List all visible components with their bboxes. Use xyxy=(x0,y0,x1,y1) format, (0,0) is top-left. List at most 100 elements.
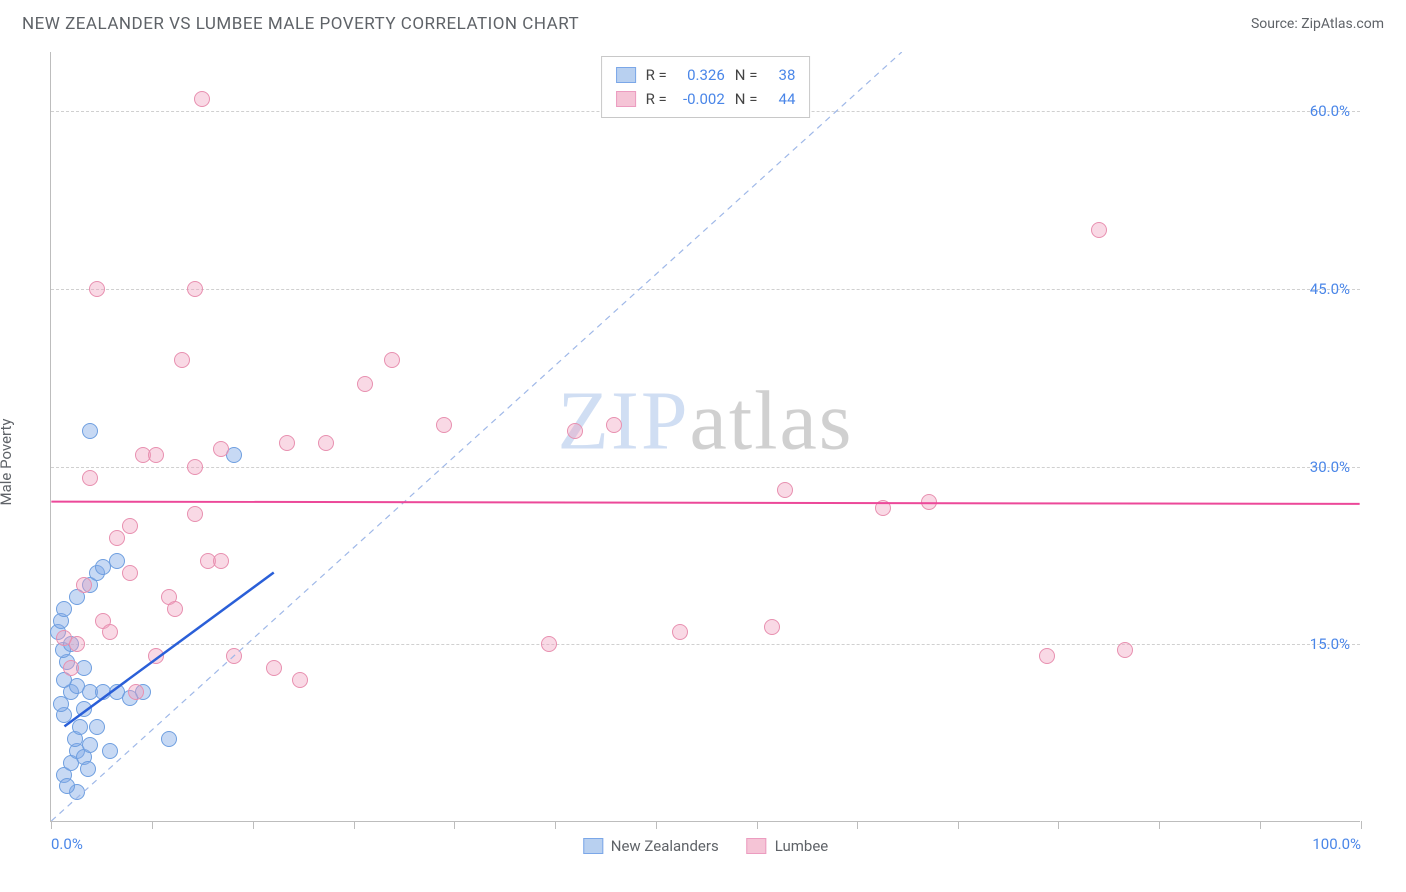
legend-swatch xyxy=(616,91,636,107)
legend-swatch xyxy=(616,67,636,83)
x-tick-label: 0.0% xyxy=(51,835,83,853)
source-attribution: Source: ZipAtlas.com xyxy=(1251,16,1384,32)
data-point xyxy=(109,553,125,569)
data-point xyxy=(174,352,190,368)
x-tick xyxy=(857,821,858,829)
legend-stat-row: R = 0.326 N = 38 xyxy=(616,63,796,87)
data-point xyxy=(292,672,308,688)
data-point xyxy=(187,506,203,522)
x-tick xyxy=(152,821,153,829)
legend-series-item: New Zealanders xyxy=(583,837,719,855)
data-point xyxy=(82,737,98,753)
x-tick xyxy=(1159,821,1160,829)
data-point xyxy=(279,435,295,451)
data-point xyxy=(122,565,138,581)
data-point xyxy=(102,743,118,759)
data-point xyxy=(148,648,164,664)
x-tick xyxy=(1260,821,1261,829)
y-tick-label: 60.0% xyxy=(1310,102,1350,120)
data-point xyxy=(213,553,229,569)
y-tick-label: 30.0% xyxy=(1310,458,1350,476)
data-point xyxy=(777,482,793,498)
x-tick xyxy=(656,821,657,829)
legend-swatch xyxy=(747,838,767,854)
x-tick xyxy=(51,821,52,829)
n-value: 38 xyxy=(767,63,795,87)
data-point xyxy=(672,624,688,640)
data-point xyxy=(213,441,229,457)
data-point xyxy=(384,352,400,368)
watermark-atlas: atlas xyxy=(690,375,854,468)
data-point xyxy=(606,417,622,433)
data-point xyxy=(82,470,98,486)
data-point xyxy=(161,731,177,747)
data-point xyxy=(226,648,242,664)
data-point xyxy=(128,684,144,700)
data-point xyxy=(1039,648,1055,664)
data-point xyxy=(72,719,88,735)
data-point xyxy=(1091,222,1107,238)
data-point xyxy=(82,423,98,439)
data-point xyxy=(148,447,164,463)
data-point xyxy=(69,636,85,652)
data-point xyxy=(921,494,937,510)
n-value: 44 xyxy=(767,87,795,111)
x-tick xyxy=(555,821,556,829)
data-point xyxy=(76,577,92,593)
data-point xyxy=(80,761,96,777)
data-point xyxy=(1117,642,1133,658)
legend-series-label: New Zealanders xyxy=(611,837,719,855)
watermark-zip: ZIP xyxy=(558,375,690,468)
x-tick xyxy=(253,821,254,829)
series-legend: New Zealanders Lumbee xyxy=(583,837,828,855)
r-label: R = xyxy=(646,87,667,111)
r-value: 0.326 xyxy=(677,63,725,87)
n-label: N = xyxy=(735,87,758,111)
correlation-legend: R = 0.326 N = 38 R = -0.002 N = 44 xyxy=(601,56,811,118)
x-tick-label: 100.0% xyxy=(1312,835,1361,853)
data-point xyxy=(56,601,72,617)
data-point xyxy=(59,778,75,794)
y-tick-label: 45.0% xyxy=(1310,280,1350,298)
data-point xyxy=(567,423,583,439)
legend-series-item: Lumbee xyxy=(747,837,829,855)
r-label: R = xyxy=(646,63,667,87)
data-point xyxy=(875,500,891,516)
chart-container: Male Poverty ZIPatlas R = 0.326 N = 38 R = -0… xyxy=(0,42,1406,882)
y-axis-label: Male Poverty xyxy=(0,419,15,506)
gridline xyxy=(51,467,1360,468)
plot-area: ZIPatlas R =0.326N =38R =-0.002N =44 New… xyxy=(50,52,1360,822)
chart-title: NEW ZEALANDER VS LUMBEE MALE POVERTY COR… xyxy=(22,14,579,34)
data-point xyxy=(102,624,118,640)
legend-stat-row: R = -0.002 N = 44 xyxy=(616,87,796,111)
data-point xyxy=(318,435,334,451)
data-point xyxy=(63,660,79,676)
trend-lines-layer xyxy=(51,52,1360,821)
x-tick xyxy=(757,821,758,829)
data-point xyxy=(541,636,557,652)
data-point xyxy=(109,530,125,546)
gridline xyxy=(51,644,1360,645)
y-tick-label: 15.0% xyxy=(1310,635,1350,653)
data-point xyxy=(436,417,452,433)
data-point xyxy=(764,619,780,635)
data-point xyxy=(89,719,105,735)
data-point xyxy=(187,281,203,297)
legend-swatch xyxy=(583,838,603,854)
x-tick xyxy=(1361,821,1362,829)
data-point xyxy=(167,601,183,617)
watermark: ZIPatlas xyxy=(558,373,854,470)
gridline xyxy=(51,289,1360,290)
header-bar: NEW ZEALANDER VS LUMBEE MALE POVERTY COR… xyxy=(0,0,1406,42)
r-value: -0.002 xyxy=(677,87,725,111)
n-label: N = xyxy=(735,63,758,87)
data-point xyxy=(76,701,92,717)
data-point xyxy=(89,281,105,297)
legend-series-label: Lumbee xyxy=(775,837,829,855)
x-tick xyxy=(454,821,455,829)
data-point xyxy=(357,376,373,392)
data-point xyxy=(266,660,282,676)
data-point xyxy=(122,518,138,534)
data-point xyxy=(194,91,210,107)
x-tick xyxy=(1058,821,1059,829)
